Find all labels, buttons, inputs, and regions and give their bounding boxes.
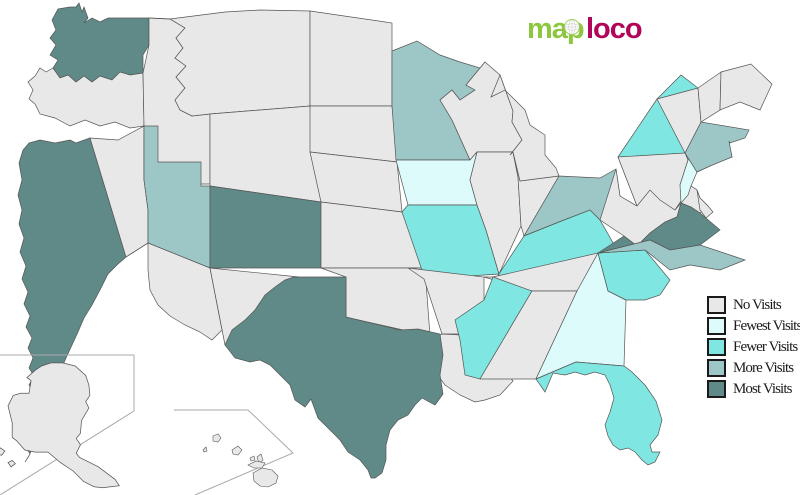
svg-text:Most Visits: Most Visits <box>733 381 793 397</box>
svg-text:loco: loco <box>586 13 642 45</box>
svg-text:Fewer Visits: Fewer Visits <box>733 339 798 355</box>
svg-text:Fewest Visits: Fewest Visits <box>733 318 800 334</box>
svg-text:No Visits: No Visits <box>733 297 782 313</box>
svg-text:More Visits: More Visits <box>733 360 794 376</box>
